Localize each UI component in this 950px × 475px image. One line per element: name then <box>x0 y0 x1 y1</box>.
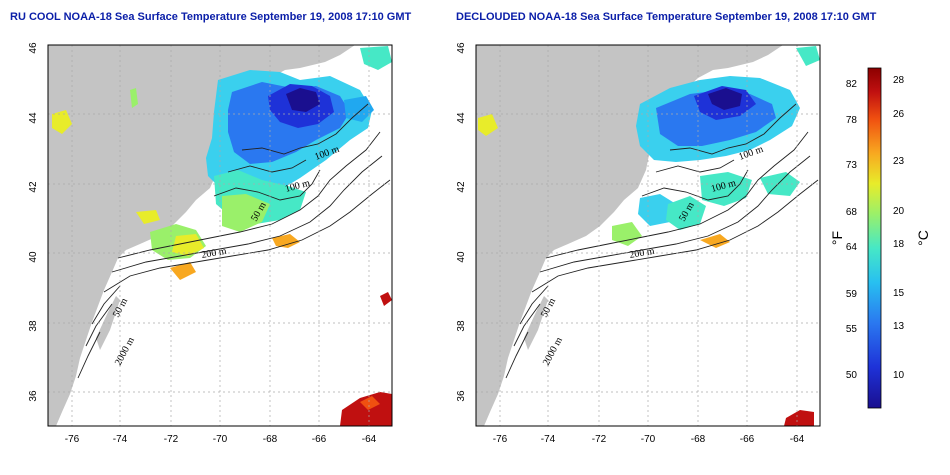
colorbar-tick-c: 20 <box>893 206 905 217</box>
lon-tick: -68 <box>691 434 706 445</box>
colorbar-celsius-ticks: 28 26 23 20 18 15 13 10 <box>893 75 905 381</box>
map-panel-declouded: DECLOUDED NOAA-18 Sea Surface Temperatur… <box>456 11 877 445</box>
lon-tick: -74 <box>541 434 556 445</box>
lat-tick: 40 <box>28 251 39 263</box>
colorbar-tick-c: 26 <box>893 109 905 120</box>
map-title: DECLOUDED NOAA-18 Sea Surface Temperatur… <box>456 11 877 23</box>
colorbar-tick-f: 68 <box>846 207 858 218</box>
colorbar-fahrenheit-ticks: 82 78 73 68 64 59 55 50 <box>846 79 858 381</box>
lon-tick: -74 <box>113 434 128 445</box>
colorbar-tick-c: 13 <box>893 321 905 332</box>
colorbar-tick-c: 18 <box>893 239 905 250</box>
lat-tick: 38 <box>28 320 39 332</box>
lon-tick: -72 <box>164 434 179 445</box>
sst-field <box>52 46 392 426</box>
sst-field <box>478 46 820 426</box>
colorbar-scale <box>867 67 882 409</box>
lon-tick: -76 <box>493 434 508 445</box>
map-title: RU COOL NOAA-18 Sea Surface Temperature … <box>10 11 412 23</box>
colorbar-tick-f: 73 <box>846 160 858 171</box>
colorbar-tick-c: 15 <box>893 288 905 299</box>
lat-tick: 42 <box>28 181 39 193</box>
lat-tick: 46 <box>28 42 39 54</box>
land-mass <box>48 45 355 426</box>
lat-tick: 44 <box>28 112 39 124</box>
lon-tick: -70 <box>641 434 656 445</box>
lon-tick: -76 <box>65 434 80 445</box>
lon-tick: -68 <box>263 434 278 445</box>
lon-tick: -64 <box>790 434 805 445</box>
contour-label: 200 m <box>629 246 656 261</box>
colorbar-tick-c: 10 <box>893 370 905 381</box>
lat-tick: 38 <box>456 320 467 332</box>
lon-tick: -72 <box>592 434 607 445</box>
map-panel-ru-cool: RU COOL NOAA-18 Sea Surface Temperature … <box>10 11 412 445</box>
lon-tick: -70 <box>213 434 228 445</box>
lat-axis: 46 44 42 40 38 36 <box>456 42 467 402</box>
lon-axis: -76 -74 -72 -70 -68 -66 -64 <box>493 434 805 445</box>
colorbar-tick-f: 64 <box>846 242 858 253</box>
land-mass <box>476 45 783 426</box>
contour-label: 200 m <box>201 246 228 261</box>
celsius-unit-label: °C <box>915 230 931 246</box>
lon-tick: -64 <box>362 434 377 445</box>
lon-tick: -66 <box>312 434 327 445</box>
lat-axis: 46 44 42 40 38 36 <box>28 42 39 402</box>
lon-tick: -66 <box>740 434 755 445</box>
colorbar: 82 78 73 68 64 59 55 50 28 26 23 20 18 1… <box>829 67 931 409</box>
colorbar-tick-f: 59 <box>846 289 858 300</box>
colorbar-tick-c: 23 <box>893 156 905 167</box>
colorbar-tick-f: 78 <box>846 115 858 126</box>
lon-axis: -76 -74 -72 -70 -68 -66 -64 <box>65 434 377 445</box>
map-grid <box>48 45 392 426</box>
lat-tick: 36 <box>456 390 467 402</box>
colorbar-tick-c: 28 <box>893 75 905 86</box>
lat-tick: 42 <box>456 181 467 193</box>
colorbar-tick-f: 50 <box>846 370 858 381</box>
colorbar-tick-f: 82 <box>846 79 858 90</box>
map-grid <box>476 45 820 426</box>
colorbar-tick-f: 55 <box>846 324 858 335</box>
lat-tick: 36 <box>28 390 39 402</box>
lat-tick: 44 <box>456 112 467 124</box>
lat-tick: 46 <box>456 42 467 54</box>
fahrenheit-unit-label: °F <box>829 231 845 245</box>
lat-tick: 40 <box>456 251 467 263</box>
